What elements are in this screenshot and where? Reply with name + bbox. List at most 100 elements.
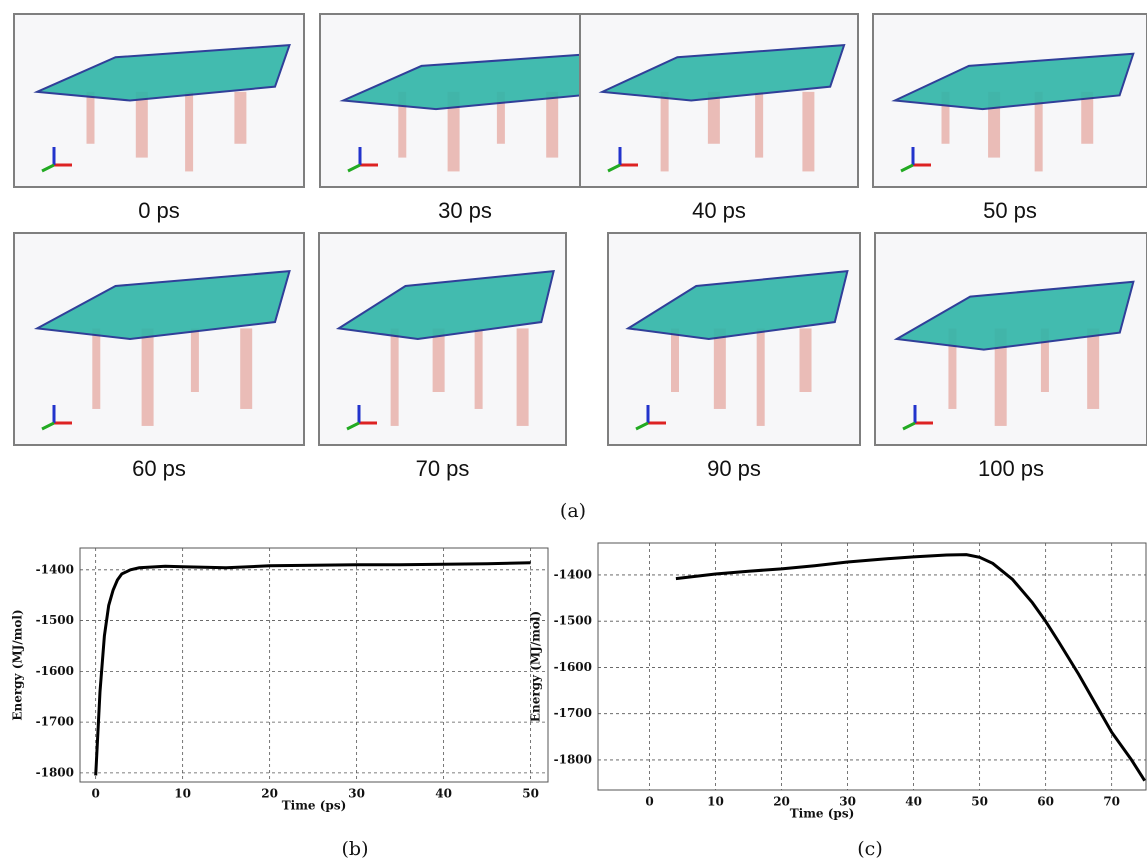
membrane [891, 52, 1135, 111]
axis-icon [607, 163, 621, 173]
pillar [516, 328, 529, 426]
snapshot-label: 70 ps [416, 456, 470, 481]
x-tick-label: 60 [1037, 795, 1054, 809]
snapshot-frame [607, 232, 861, 446]
pillar [390, 328, 399, 426]
pillar [546, 91, 559, 158]
x-axis-title: Time (ps) [282, 799, 347, 813]
snapshot [13, 232, 305, 446]
x-axis-title: Time (ps) [790, 807, 855, 821]
x-tick-label: 70 [1103, 795, 1120, 809]
y-tick-label: -1700 [554, 706, 592, 720]
pillar [135, 91, 148, 158]
snapshot [13, 13, 305, 188]
pillar [802, 91, 815, 172]
pillar [496, 91, 505, 144]
panel-label: (c) [857, 838, 882, 860]
snapshot-label: 90 ps [707, 456, 761, 481]
axis-icon [902, 421, 916, 431]
membrane [33, 44, 291, 102]
y-tick-label: -1400 [554, 567, 592, 581]
pillar [994, 328, 1007, 426]
pillar [92, 328, 101, 409]
y-tick-label: -1500 [36, 613, 74, 627]
x-tick-label: 20 [773, 795, 790, 809]
snapshot-frame [13, 232, 305, 446]
y-tick-label: -1600 [36, 664, 74, 678]
snapshot-frame [13, 13, 305, 188]
membrane [335, 270, 555, 341]
pillar [755, 91, 764, 158]
x-tick-label: 0 [91, 787, 99, 801]
energy-line [675, 553, 1146, 782]
snapshot [319, 13, 611, 188]
plot-area [79, 547, 549, 783]
y-tick-label: -1700 [36, 715, 74, 729]
plot-area [597, 542, 1147, 791]
pillar [707, 91, 720, 144]
pillar [86, 91, 95, 144]
axis-icon [900, 163, 914, 173]
pillar [1081, 91, 1094, 144]
snapshot-label: 30 ps [438, 198, 492, 223]
pillar [1087, 328, 1100, 409]
axis-icon [41, 421, 55, 431]
x-tick-label: 30 [348, 787, 365, 801]
pillar [1040, 328, 1049, 392]
snapshot-label: 60 ps [132, 456, 186, 481]
y-tick-label: -1500 [554, 614, 592, 628]
y-axis-title: Energy (MJ/mol) [11, 609, 25, 720]
membrane [893, 280, 1135, 351]
snapshot [607, 232, 861, 446]
x-tick-label: 20 [261, 787, 278, 801]
pillar [474, 328, 483, 409]
x-tick-label: 10 [707, 795, 724, 809]
pillar [141, 328, 154, 426]
y-tick-label: -1600 [554, 660, 592, 674]
pillar [660, 91, 669, 172]
y-tick-label: -1400 [36, 562, 74, 576]
pillar [432, 328, 445, 392]
y-tick-label: -1800 [36, 765, 74, 779]
pillar [948, 328, 957, 409]
membrane [33, 270, 291, 341]
pillar [240, 328, 253, 409]
x-tick-label: 0 [645, 795, 653, 809]
pillar [190, 328, 199, 392]
panel-label: (b) [342, 838, 369, 860]
snapshot [579, 13, 859, 188]
pillar [447, 91, 460, 172]
pillar [234, 91, 247, 144]
membrane [598, 44, 846, 102]
x-tick-label: 50 [971, 795, 988, 809]
snapshot [318, 232, 567, 446]
snapshot-label: 100 ps [978, 456, 1044, 481]
axis-icon [346, 421, 360, 431]
axis-icon [635, 421, 649, 431]
pillar [756, 328, 765, 426]
pillar [671, 328, 679, 392]
snapshot-label: 0 ps [138, 198, 180, 223]
pillar [941, 91, 950, 144]
y-tick-label: -1800 [554, 752, 592, 766]
y-axis-title: Energy (MJ/mol) [529, 611, 543, 722]
x-tick-label: 50 [522, 787, 539, 801]
pillar [398, 91, 407, 158]
axis-icon [347, 163, 361, 173]
snapshot [874, 232, 1147, 446]
x-tick-label: 40 [905, 795, 922, 809]
x-tick-label: 30 [839, 795, 856, 809]
snapshot [872, 13, 1147, 188]
x-tick-label: 40 [435, 787, 452, 801]
panel-label: (a) [560, 500, 586, 522]
pillar [1034, 91, 1043, 172]
x-tick-label: 10 [174, 787, 191, 801]
pillar [799, 328, 812, 392]
pillar [185, 91, 194, 172]
snapshot-label: 50 ps [983, 198, 1037, 223]
pillar [713, 328, 726, 409]
energy-line [94, 561, 531, 776]
axis-icon [41, 163, 55, 173]
snapshot-label: 40 ps [692, 198, 746, 223]
